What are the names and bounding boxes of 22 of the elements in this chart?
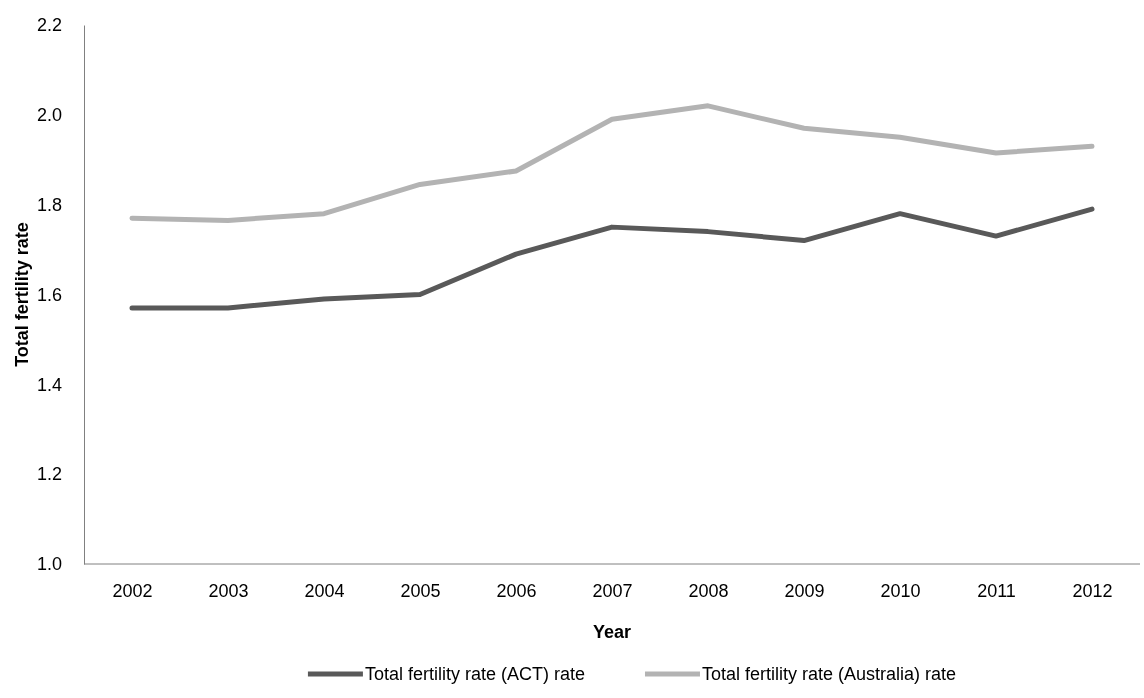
- y-tick-label: 1.2: [36, 464, 62, 485]
- y-axis-title: Total fertility rate: [12, 222, 33, 367]
- x-tick-label: 2011: [977, 580, 1016, 601]
- x-tick-label: 2003: [208, 580, 249, 601]
- y-tick-label: 1.6: [36, 284, 62, 305]
- y-tick-label: 2.2: [36, 15, 62, 36]
- y-tick-label: 1.8: [36, 194, 62, 215]
- y-tick-label: 1.4: [36, 374, 62, 395]
- y-tick-label: 1.0: [36, 554, 62, 575]
- x-tick-label: 2007: [592, 580, 633, 601]
- x-tick-label: 2010: [880, 580, 921, 601]
- y-tick-label: 2.0: [36, 105, 62, 126]
- x-tick-label: 2008: [688, 580, 729, 601]
- legend-label: Total fertility rate (ACT) rate: [364, 664, 585, 685]
- x-tick-label: 2006: [496, 580, 537, 601]
- x-tick-label: 2012: [1072, 580, 1113, 601]
- x-tick-label: 2009: [784, 580, 825, 601]
- x-tick-label: 2005: [400, 580, 441, 601]
- legend-label: Total fertility rate (Australia) rate: [701, 664, 957, 685]
- x-tick-label: 2002: [112, 580, 153, 601]
- x-tick-label: 2004: [304, 580, 345, 601]
- x-axis-title: Year: [592, 622, 632, 642]
